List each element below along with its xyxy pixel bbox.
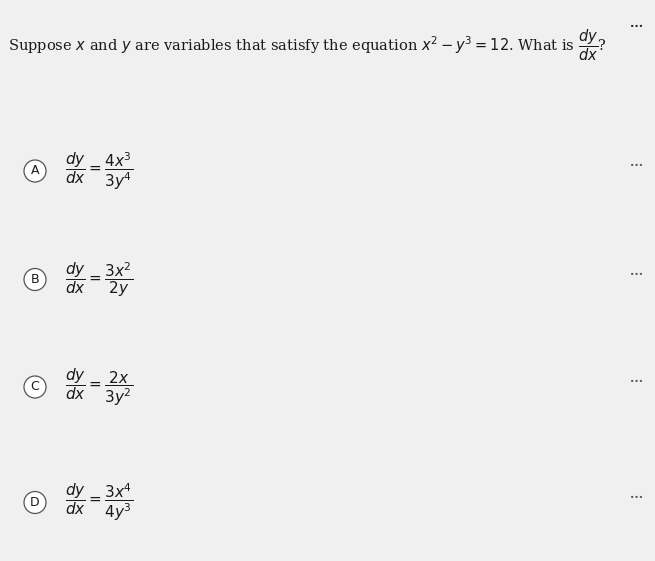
Circle shape <box>24 491 46 513</box>
Text: C: C <box>31 380 39 393</box>
Text: ...: ... <box>630 373 644 385</box>
Text: D: D <box>30 496 40 509</box>
Text: A: A <box>31 164 39 177</box>
Text: Suppose $x$ and $y$ are variables that satisfy the equation $x^2 - y^3 = 12$. Wh: Suppose $x$ and $y$ are variables that s… <box>8 28 607 63</box>
Text: $\dfrac{dy}{dx} = \dfrac{3x^4}{4y^3}$: $\dfrac{dy}{dx} = \dfrac{3x^4}{4y^3}$ <box>65 482 133 523</box>
Text: $\dfrac{dy}{dx} = \dfrac{2x}{3y^2}$: $\dfrac{dy}{dx} = \dfrac{2x}{3y^2}$ <box>65 366 133 408</box>
Text: ...: ... <box>630 17 643 30</box>
Text: B: B <box>31 273 39 286</box>
Text: $\dfrac{dy}{dx} = \dfrac{3x^2}{2y}$: $\dfrac{dy}{dx} = \dfrac{3x^2}{2y}$ <box>65 260 133 299</box>
Circle shape <box>24 269 46 291</box>
Text: ...: ... <box>630 265 644 278</box>
Text: ...: ... <box>630 488 644 501</box>
Circle shape <box>24 160 46 182</box>
Text: ...: ... <box>630 157 644 169</box>
Text: $\dfrac{dy}{dx} = \dfrac{4x^3}{3y^4}$: $\dfrac{dy}{dx} = \dfrac{4x^3}{3y^4}$ <box>65 150 133 192</box>
Circle shape <box>24 376 46 398</box>
